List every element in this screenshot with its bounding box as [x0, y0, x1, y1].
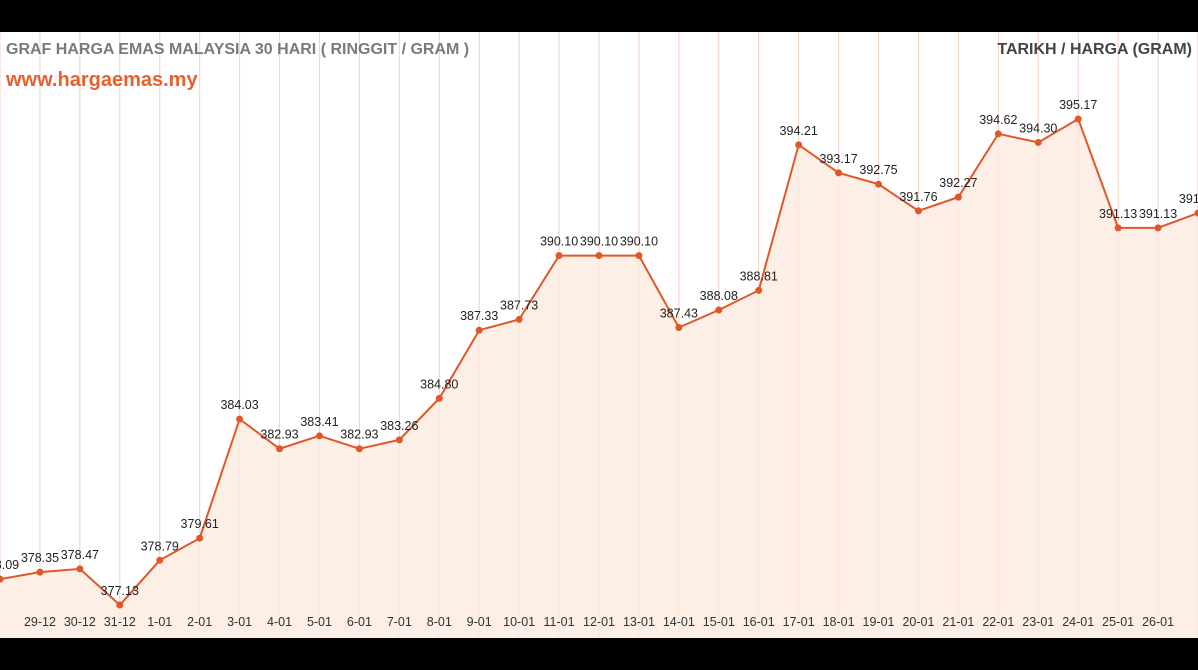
data-point[interactable]	[0, 575, 4, 583]
value-label: 378.09	[0, 558, 19, 572]
x-tick-label: 26-01	[1142, 615, 1174, 629]
data-point[interactable]	[1154, 224, 1162, 232]
value-label: 391.13	[1099, 207, 1137, 221]
x-tick-label: 4-01	[267, 615, 292, 629]
data-point[interactable]	[395, 436, 403, 444]
data-point[interactable]	[555, 252, 563, 260]
value-label: 388.81	[740, 269, 778, 283]
data-point[interactable]	[1034, 138, 1042, 146]
value-label: 387.73	[500, 298, 538, 312]
data-point[interactable]	[315, 432, 323, 440]
x-tick-label: 12-01	[583, 615, 615, 629]
data-point[interactable]	[276, 445, 284, 453]
x-tick-label: 7-01	[387, 615, 412, 629]
data-point[interactable]	[156, 556, 164, 564]
x-tick-label: 6-01	[347, 615, 372, 629]
value-label: 394.62	[979, 113, 1017, 127]
value-label: 391.68	[1179, 192, 1198, 206]
data-point[interactable]	[1194, 209, 1198, 217]
data-point[interactable]	[954, 193, 962, 201]
value-label: 379.61	[181, 517, 219, 531]
x-tick-label: 5-01	[307, 615, 332, 629]
website-link[interactable]: www.hargaemas.my	[5, 69, 198, 91]
value-label: 391.76	[899, 190, 937, 204]
x-tick-label: 13-01	[623, 615, 655, 629]
value-label: 382.93	[260, 428, 298, 442]
x-tick-label: 19-01	[863, 615, 895, 629]
data-point[interactable]	[196, 534, 204, 542]
x-tick-label: 8-01	[427, 615, 452, 629]
value-label: 393.17	[819, 152, 857, 166]
x-tick-label: 14-01	[663, 615, 695, 629]
x-tick-label: 9-01	[467, 615, 492, 629]
x-tick-label: 10-01	[503, 615, 535, 629]
x-tick-label: 24-01	[1062, 615, 1094, 629]
x-tick-label: 16-01	[743, 615, 775, 629]
area-fill	[0, 119, 1198, 638]
value-label: 388.08	[700, 289, 738, 303]
value-label: 384.80	[420, 377, 458, 391]
legend-title: TARIKH / HARGA (GRAM)	[997, 41, 1192, 58]
data-point[interactable]	[116, 601, 124, 609]
x-tick-label: 2-01	[187, 615, 212, 629]
x-tick-label: 20-01	[902, 615, 934, 629]
data-point[interactable]	[595, 252, 603, 260]
value-label: 394.21	[780, 124, 818, 138]
value-label: 390.10	[580, 235, 618, 249]
data-point[interactable]	[1074, 115, 1082, 123]
data-point[interactable]	[795, 141, 803, 149]
x-tick-label: 3-01	[227, 615, 252, 629]
x-tick-label: 11-01	[544, 615, 575, 629]
x-tick-label: 17-01	[783, 615, 815, 629]
x-tick-label: 31-12	[104, 615, 136, 629]
data-point[interactable]	[236, 415, 244, 423]
chart-title: GRAF HARGA EMAS MALAYSIA 30 HARI ( RINGG…	[6, 41, 469, 58]
value-label: 390.10	[540, 235, 578, 249]
x-tick-label: 23-01	[1022, 615, 1054, 629]
value-label: 378.35	[21, 551, 59, 565]
data-point[interactable]	[994, 130, 1002, 138]
data-point[interactable]	[36, 568, 44, 576]
value-label: 378.47	[61, 548, 99, 562]
value-label: 378.79	[141, 539, 179, 553]
value-label: 384.03	[220, 398, 258, 412]
x-tick-label: 15-01	[703, 615, 735, 629]
value-label: 392.75	[859, 163, 897, 177]
data-point[interactable]	[875, 180, 883, 188]
x-tick-label: 25-01	[1102, 615, 1134, 629]
data-point[interactable]	[835, 169, 843, 177]
data-point[interactable]	[76, 565, 84, 573]
data-point[interactable]	[515, 315, 523, 323]
value-label: 383.41	[300, 415, 338, 429]
x-tick-label: 21-01	[942, 615, 974, 629]
value-label: 391.13	[1139, 207, 1177, 221]
value-label: 395.17	[1059, 98, 1097, 112]
data-point[interactable]	[914, 207, 922, 215]
value-label: 387.33	[460, 309, 498, 323]
data-point[interactable]	[635, 252, 643, 260]
value-label: 392.27	[939, 176, 977, 190]
x-tick-label: 18-01	[823, 615, 855, 629]
value-label: 390.10	[620, 235, 658, 249]
value-label: 394.30	[1019, 121, 1057, 135]
data-point[interactable]	[675, 324, 683, 332]
data-point[interactable]	[755, 286, 763, 294]
value-label: 383.26	[380, 419, 418, 433]
data-point[interactable]	[355, 445, 363, 453]
x-tick-label: 1-01	[147, 615, 172, 629]
x-tick-label: 30-12	[64, 615, 96, 629]
x-tick-label: 22-01	[982, 615, 1014, 629]
data-point[interactable]	[715, 306, 723, 314]
data-point[interactable]	[1114, 224, 1122, 232]
value-label: 377.13	[101, 584, 139, 598]
value-label: 387.43	[660, 307, 698, 321]
x-tick-label: 29-12	[24, 615, 56, 629]
value-label: 382.93	[340, 428, 378, 442]
data-point[interactable]	[435, 394, 443, 402]
data-point[interactable]	[475, 326, 483, 334]
